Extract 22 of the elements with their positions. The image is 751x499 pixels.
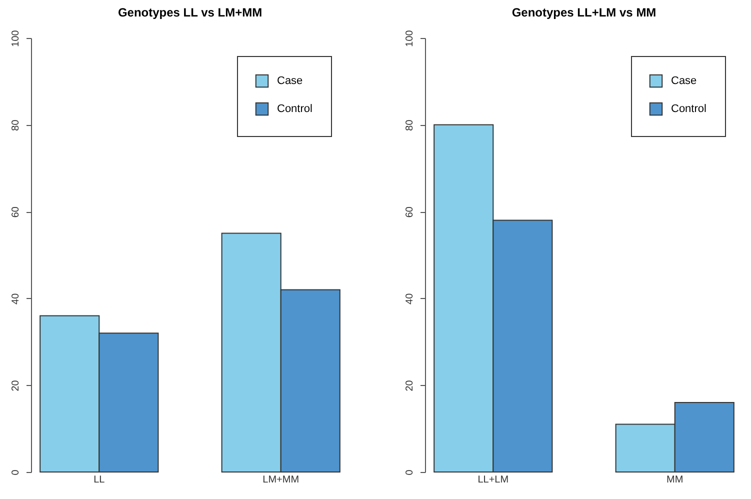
legend-label: Control: [671, 103, 706, 115]
y-tick-label: 60: [404, 206, 416, 218]
y-tick-label: 80: [404, 119, 416, 131]
y-tick-label: 40: [10, 292, 22, 304]
y-tick-label: 60: [10, 206, 22, 218]
x-tick-label: LM+MM: [262, 474, 300, 486]
x-tick-label: LL: [94, 474, 106, 486]
chart-title: Genotypes LL vs LM+MM: [118, 6, 262, 20]
x-tick-label: LL+LM: [478, 474, 509, 486]
y-tick-label: 100: [10, 30, 22, 47]
y-tick-label: 80: [10, 119, 22, 131]
y-tick-label: 20: [404, 380, 416, 392]
y-tick-label: 40: [404, 292, 416, 304]
chart-title: Genotypes LL+LM vs MM: [512, 6, 656, 20]
legend-label: Control: [277, 103, 312, 115]
y-tick-label: 20: [10, 380, 22, 392]
x-tick-label: MM: [666, 474, 684, 486]
y-tick-label: 0: [404, 469, 416, 476]
legend-label: Case: [277, 75, 303, 87]
y-tick-label: 100: [404, 30, 416, 47]
legend-label: Case: [671, 75, 697, 87]
y-tick-label: 0: [10, 469, 22, 476]
